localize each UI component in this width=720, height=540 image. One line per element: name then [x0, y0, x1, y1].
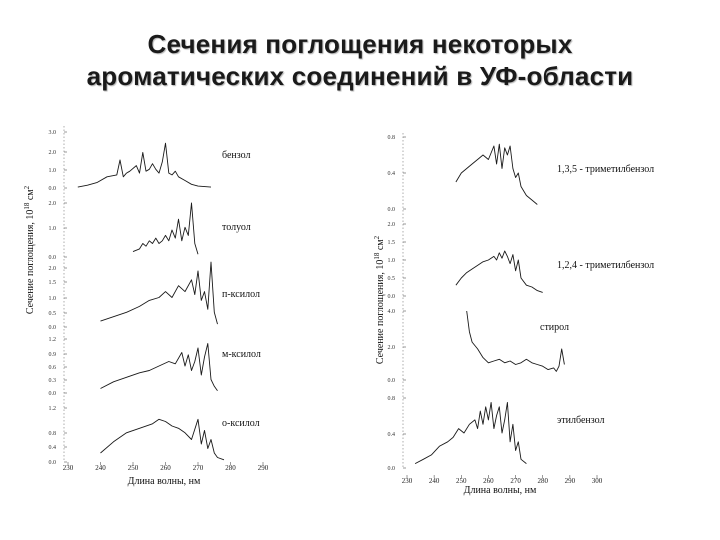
y-tick-label: 4.0: [388, 309, 396, 315]
y-tick-label: 1.0: [49, 226, 57, 232]
compound-label: п-ксилол: [222, 289, 260, 300]
x-axis-label: Длина волны, нм: [128, 476, 201, 487]
y-tick-label: 0.0: [388, 466, 396, 472]
subplot-right-2: 0.0 0.5 1.0 1.5 2.0 1,2,4 - триметилбензол: [388, 222, 655, 300]
y-tick-label: 0.0: [49, 391, 57, 397]
x-tick-label: 260: [483, 477, 494, 485]
y-tick-label: 0.0: [49, 186, 57, 192]
x-tick-label: 260: [160, 464, 171, 472]
x-tick-label: 290: [258, 464, 269, 472]
y-axis-label: Сечение поглощения, 1018 см2: [373, 235, 386, 364]
subplot-left-5: 0.0 0.4 0.8 1.2 о-ксилол: [49, 406, 260, 466]
subplot-right-1: 0.0 0.4 0.8 1,3,5 - триметилбензол: [388, 135, 655, 213]
spectra-panel-left: 0.0 1.0 2.0 3.0 бензол 0.0 1.0 2.0 толуол 0.0 0.5 1…: [23, 126, 269, 487]
compound-label: 1,2,4 - триметилбензол: [557, 260, 654, 271]
x-axis-label: Длина волны, нм: [464, 485, 537, 496]
compound-label: стирол: [540, 322, 569, 333]
x-tick-label: 250: [456, 477, 467, 485]
y-tick-label: 1.2: [49, 406, 57, 412]
x-tick-label: 240: [95, 464, 106, 472]
subplot-right-4: 0.0 0.4 0.8 этилбензол: [388, 396, 605, 472]
x-tick-label: 240: [429, 477, 440, 485]
spectrum-line-left-1: [77, 142, 212, 188]
x-tick-label: 280: [537, 477, 548, 485]
y-tick-label: 2.0: [388, 345, 396, 351]
y-tick-label: 0.8: [388, 135, 396, 141]
y-tick-label: 1.2: [49, 337, 57, 343]
spectrum-line-left-4: [100, 343, 218, 392]
compound-label: м-ксилол: [222, 349, 261, 360]
slide-title-line-2: ароматических соединений в УФ-области: [86, 61, 634, 91]
subplot-left-2: 0.0 1.0 2.0 толуол: [49, 201, 251, 261]
y-tick-label: 0.6: [49, 365, 57, 371]
subplot-left-3: 0.0 0.5 1.0 1.5 2.0 п-ксилол: [49, 261, 260, 331]
x-tick-label: 250: [128, 464, 139, 472]
spectrum-line-left-5: [100, 418, 225, 461]
slide-title-line-1: Сечения поглощения некоторых: [147, 29, 573, 59]
y-tick-label: 0.0: [388, 294, 396, 300]
y-tick-label: 0.5: [49, 311, 57, 317]
x-tick-label: 230: [402, 477, 413, 485]
y-tick-label: 0.0: [49, 255, 57, 261]
y-tick-label: 1.0: [49, 168, 57, 174]
compound-label: этилбензол: [557, 415, 605, 426]
y-tick-label: 0.3: [49, 378, 57, 384]
y-tick-label: 2.0: [388, 222, 396, 228]
y-tick-label: 0.8: [388, 396, 396, 402]
spectrum-line-right-4: [414, 401, 527, 464]
y-tick-label: 0.4: [49, 445, 57, 451]
y-tick-label: 1.5: [388, 240, 396, 246]
spectra-panel-right: 0.0 0.4 0.8 1,3,5 - триметилбензол 0.0 0.5 1.0…: [373, 133, 654, 496]
compound-label: 1,3,5 - триметилбензол: [557, 164, 654, 175]
subplot-right-3: 0.0 2.0 4.0 стирол: [388, 309, 570, 384]
compound-label: о-ксилол: [222, 418, 260, 429]
spectrum-line-left-2: [132, 202, 199, 255]
x-tick-label: 290: [565, 477, 576, 485]
y-tick-label: 3.0: [49, 130, 57, 136]
x-tick-label: 300: [592, 477, 603, 485]
subplot-left-1: 0.0 1.0 2.0 3.0 бензол: [49, 130, 251, 192]
x-tick-label: 230: [63, 464, 74, 472]
y-tick-label: 0.0: [388, 207, 396, 213]
slide-title: Сечения поглощения некоторых ароматическ…: [0, 28, 720, 92]
subplot-left-4: 0.0 0.3 0.6 0.9 1.2 м-ксилол: [49, 337, 261, 397]
x-tick-label: 270: [510, 477, 521, 485]
y-tick-label: 1.0: [388, 258, 396, 264]
spectrum-line-left-3: [100, 261, 218, 325]
y-tick-label: 0.4: [388, 432, 396, 438]
compound-label: толуол: [222, 222, 251, 233]
spectrum-line-right-3: [466, 310, 565, 372]
compound-label: бензол: [222, 150, 251, 161]
y-tick-label: 0.4: [388, 171, 396, 177]
y-tick-label: 0.0: [49, 460, 57, 466]
y-tick-label: 2.0: [49, 150, 57, 156]
y-tick-label: 0.0: [388, 378, 396, 384]
spectrum-line-right-2: [455, 250, 543, 293]
x-tick-label: 280: [225, 464, 236, 472]
y-tick-label: 1.5: [49, 280, 57, 286]
y-tick-label: 1.0: [49, 296, 57, 302]
x-tick-label: 270: [193, 464, 204, 472]
y-tick-label: 0.0: [49, 325, 57, 331]
y-tick-label: 0.5: [388, 276, 396, 282]
y-tick-label: 2.0: [49, 201, 57, 207]
y-tick-label: 2.0: [49, 266, 57, 272]
y-axis-label: Сечение поглощения, 1018 см2: [23, 185, 36, 314]
y-tick-label: 0.9: [49, 352, 57, 358]
y-tick-label: 0.8: [49, 431, 57, 437]
spectrum-line-right-1: [455, 143, 538, 205]
